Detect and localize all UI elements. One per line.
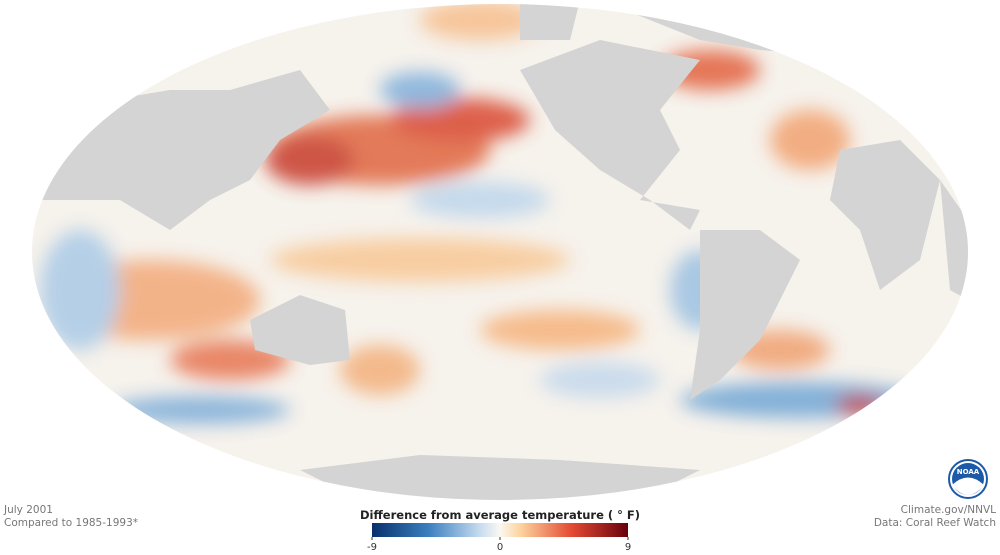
credit-label: Climate.gov/NNVL: [901, 504, 996, 516]
date-label: July 2001: [3, 504, 53, 516]
map: [32, 4, 968, 500]
tick-label: 0: [497, 542, 503, 553]
tick-label: 9: [625, 542, 631, 553]
legend-title: Difference from average temperature ( ° …: [360, 508, 640, 522]
noaa-logo: NOAA: [948, 459, 988, 499]
anomaly-field: [40, 4, 968, 500]
source-label: Data: Coral Reef Watch: [874, 517, 996, 529]
tick-label: -9: [367, 542, 377, 553]
color-bar: [372, 523, 628, 537]
color-legend: Difference from average temperature ( ° …: [360, 508, 640, 553]
baseline-label: Compared to 1985-1993*: [4, 517, 138, 529]
logo-text: NOAA: [957, 468, 980, 476]
